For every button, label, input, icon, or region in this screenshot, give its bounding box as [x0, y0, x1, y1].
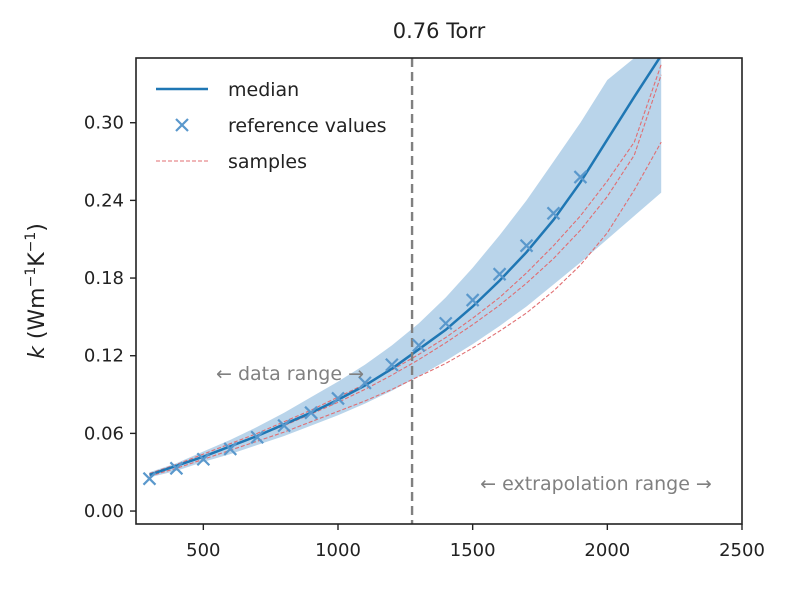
- x-tick-label: 500: [186, 540, 220, 561]
- reference-point: [546, 206, 561, 221]
- sample-line-3: [149, 141, 662, 477]
- y-tick-label: 0.00: [84, 501, 124, 522]
- data-range-annotation: ← data range →: [216, 363, 364, 385]
- y-tick-label: 0.18: [84, 268, 124, 289]
- reference-point: [519, 238, 534, 253]
- extrapolation-range-annotation: ← extrapolation range →: [480, 473, 712, 495]
- legend-reference-swatch: [175, 118, 189, 132]
- x-tick-label: 2000: [584, 540, 630, 561]
- legend-reference-label: reference values: [228, 115, 387, 137]
- chart-title: 0.76 Torr: [393, 19, 486, 43]
- x-tick-label: 1500: [450, 540, 496, 561]
- reference-point: [277, 418, 291, 433]
- legend: median reference values samples: [156, 79, 387, 173]
- reference-point: [169, 461, 184, 476]
- reference-point: [196, 452, 211, 467]
- legend-median-label: median: [228, 79, 299, 101]
- x-tick-label: 2500: [719, 540, 765, 561]
- y-tick-label: 0.24: [84, 190, 124, 211]
- sample-line-1: [149, 64, 662, 475]
- reference-point: [358, 376, 372, 390]
- y-tick-label: 0.30: [84, 113, 124, 134]
- reference-point: [573, 170, 588, 184]
- reference-point: [492, 267, 507, 281]
- reference-point: [250, 430, 264, 445]
- reference-point: [385, 358, 399, 372]
- y-axis-label: k (Wm−1K−1): [23, 223, 50, 359]
- x-tick-label: 1000: [315, 540, 361, 561]
- y-tick-label: 0.12: [84, 346, 124, 367]
- plot-frame: [135, 57, 743, 525]
- reference-point: [412, 338, 426, 353]
- reference-point: [223, 442, 238, 456]
- reference-point: [438, 316, 453, 331]
- reference-point: [142, 471, 157, 486]
- uncertainty-band: [149, 58, 662, 478]
- reference-point: [331, 391, 345, 406]
- y-tick-label: 0.06: [84, 423, 124, 444]
- legend-samples-label: samples: [228, 151, 307, 173]
- reference-point: [304, 405, 318, 420]
- reference-point: [465, 293, 480, 307]
